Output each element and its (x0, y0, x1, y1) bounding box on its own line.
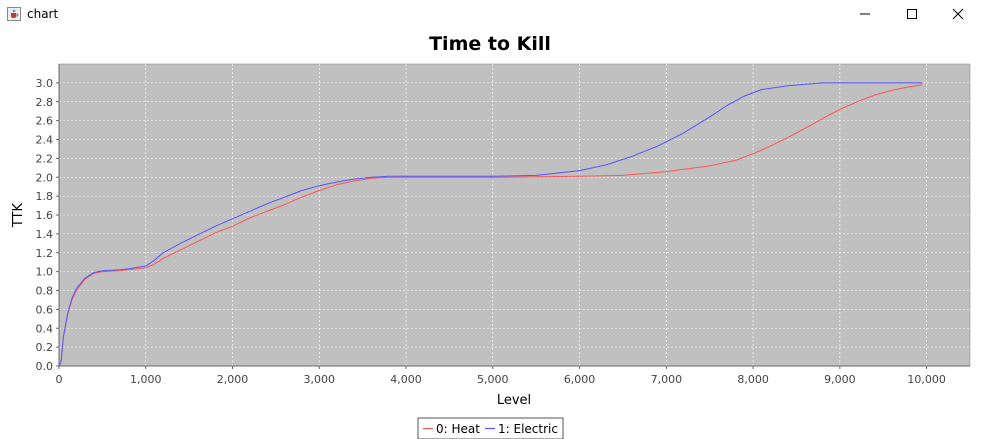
y-tick-label: 3.0 (36, 77, 54, 90)
axes: 0 1,000 2,000 3,000 4,000 5,000 6,000 7,000 8,00… (36, 64, 970, 386)
y-tick-label: 0.8 (36, 285, 54, 298)
legend-label-0: 0: Heat (436, 422, 480, 436)
chart: Time to Kill 0 1,000 2,000 3,000 4,000 5,000 6… (11, 33, 971, 439)
y-tick-label: 2.6 (36, 115, 54, 128)
x-tick-label: 10,000 (907, 373, 946, 386)
x-tick-label: 3,000 (304, 373, 336, 386)
y-tick-label: 1.4 (36, 228, 54, 241)
y-tick-label: 1.8 (36, 190, 54, 203)
x-tick-label: 7,000 (651, 373, 683, 386)
maximize-icon (907, 9, 917, 19)
window-title: chart (27, 7, 59, 21)
plot-area (58, 63, 971, 367)
legend-label-1: 1: Electric (498, 422, 558, 436)
y-tick-label: 0.4 (36, 322, 54, 335)
x-tick-label: 6,000 (564, 373, 596, 386)
minimize-icon (860, 13, 870, 15)
x-tick-label: 0 (56, 373, 63, 386)
y-tick-label: 2.0 (36, 171, 54, 184)
maximize-button[interactable] (889, 0, 935, 28)
x-tick-label: 9,000 (824, 373, 856, 386)
x-tick-label: 2,000 (217, 373, 249, 386)
x-tick-label: 5,000 (477, 373, 509, 386)
x-tick-label: 4,000 (390, 373, 422, 386)
series-line-0 (58, 84, 923, 367)
y-tick-label: 1.0 (36, 266, 54, 279)
y-axis-label: TTK (11, 202, 26, 228)
y-tick-label: 2.2 (36, 152, 54, 165)
series-line-1 (58, 82, 923, 367)
y-tick-label: 0.6 (36, 303, 54, 316)
y-tick-label: 0.0 (36, 360, 54, 373)
y-tick-label: 0.2 (36, 341, 54, 354)
java-cup-icon (7, 7, 21, 21)
y-tick-label: 1.6 (36, 209, 54, 222)
y-tick-label: 2.4 (36, 134, 54, 147)
minimize-button[interactable] (842, 0, 888, 28)
x-axis-label: Level (497, 393, 531, 408)
window-titlebar: chart (0, 0, 981, 30)
close-button[interactable] (935, 0, 981, 28)
x-tick-label: 1,000 (130, 373, 162, 386)
y-tick-label: 1.2 (36, 247, 54, 260)
x-tick-label: 8,000 (737, 373, 769, 386)
y-tick-label: 2.8 (36, 96, 54, 109)
series-layer (58, 82, 923, 367)
legend: 0: Heat 1: Electric (417, 417, 564, 439)
chart-title: Time to Kill (429, 33, 551, 55)
close-icon (952, 8, 964, 20)
